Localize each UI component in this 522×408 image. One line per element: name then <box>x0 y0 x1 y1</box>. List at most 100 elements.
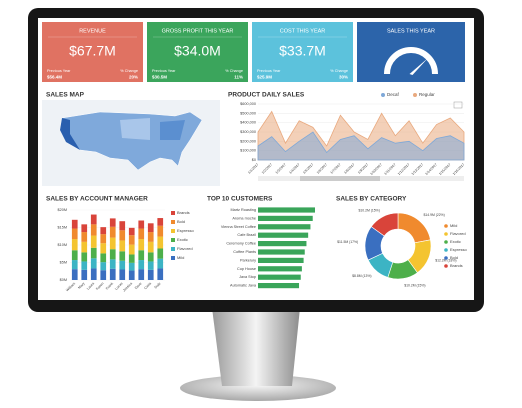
bar-segment <box>157 218 164 226</box>
bar <box>258 249 305 255</box>
bar-segment <box>138 260 145 270</box>
bar-segment <box>147 241 154 253</box>
bar-segment <box>157 225 164 237</box>
bar-segment <box>138 250 145 261</box>
x-tick-label: Frank <box>105 281 114 290</box>
bar-segment <box>71 228 78 240</box>
donut-slice <box>370 212 399 237</box>
bar-segment <box>157 236 164 249</box>
bar-segment <box>138 220 145 229</box>
panel-title: PRODUCT DAILY SALES <box>228 92 305 99</box>
bar-segment <box>138 228 145 240</box>
category-label: Java Stop <box>239 275 256 279</box>
bar-segment <box>138 239 145 251</box>
bar-segment <box>81 261 88 270</box>
bar-segment <box>71 219 78 229</box>
map-region <box>120 118 150 140</box>
kpi-prev: $30.5M <box>152 75 167 80</box>
bar-segment <box>71 239 78 251</box>
data-label: $11.5M (17%) <box>337 240 358 244</box>
bar-segment <box>71 269 78 280</box>
legend-swatch <box>171 211 175 215</box>
bar-segment <box>128 227 135 236</box>
data-label: $10.2M (15%) <box>359 208 380 212</box>
legend-label: Exotic <box>450 239 461 244</box>
kpi-change: 20% <box>129 75 138 80</box>
legend-swatch <box>444 264 448 268</box>
legend-swatch <box>444 232 448 236</box>
kpi-change-label: % Change <box>225 69 243 73</box>
kpi-tile <box>252 22 353 82</box>
bar-segment <box>128 244 135 255</box>
panel-title: TOP 10 CUSTOMERS <box>207 196 273 203</box>
bar-segment <box>119 269 126 280</box>
kpi-value: $67.7M <box>69 43 116 59</box>
kpi-change: 30% <box>339 75 348 80</box>
y-tick-label: $5M <box>60 261 67 265</box>
kpi-value: $34.0M <box>174 43 221 59</box>
bar <box>258 283 300 289</box>
bar-segment <box>100 243 107 254</box>
category-label: Coffee Plants <box>233 250 256 254</box>
bar-segment <box>119 240 126 252</box>
legend-label: Regular <box>419 92 435 97</box>
bar-segment <box>119 230 126 241</box>
kpi-tile <box>147 22 248 82</box>
data-label: $12.2M (18%) <box>435 259 456 263</box>
category-label: Vienna Street Coffee <box>221 225 256 229</box>
legend-label: Brands <box>177 210 190 215</box>
kpi-prev-label: Previous Year <box>152 69 176 73</box>
panel-title: SALES BY ACCOUNT MANAGER <box>46 196 148 203</box>
bar <box>258 241 307 247</box>
legend-label: Flavored <box>177 246 193 251</box>
bar <box>258 224 311 230</box>
panel-title: SALES MAP <box>46 92 85 99</box>
bar <box>258 266 302 272</box>
bar <box>258 232 309 238</box>
bar-segment <box>81 224 88 233</box>
bar-segment <box>81 232 88 242</box>
kpi-prev: $25.9M <box>257 75 272 80</box>
bar-segment <box>71 250 78 261</box>
bar-segment <box>157 268 164 280</box>
bar-segment <box>109 226 116 238</box>
legend-swatch <box>444 240 448 244</box>
data-label: $14.9M (22%) <box>423 213 444 217</box>
bar <box>258 274 301 280</box>
y-tick-label: $0 <box>252 158 256 162</box>
legend-label: Mild <box>450 223 457 228</box>
legend-label: Espresso <box>450 247 467 252</box>
bar-segment <box>71 260 78 270</box>
kpi-value: $33.7M <box>279 43 326 59</box>
legend-label: Decaf <box>387 92 400 97</box>
x-tick-label: Dale <box>154 281 162 289</box>
legend-swatch <box>171 229 175 233</box>
x-tick-label: Dave <box>134 281 143 290</box>
kpi-title: GROSS PROFIT THIS YEAR <box>162 28 234 34</box>
bar-segment <box>128 235 135 245</box>
category-label: Parkelury <box>240 258 256 262</box>
bar-segment <box>109 237 116 250</box>
bar-segment <box>109 218 116 227</box>
map-region <box>160 120 185 140</box>
category-label: Automatic Java <box>230 284 257 288</box>
bar-segment <box>100 253 107 263</box>
legend-swatch <box>171 220 175 224</box>
bar-segment <box>128 254 135 263</box>
x-tick-label: Carla <box>143 282 152 291</box>
gauge-arc <box>384 47 438 75</box>
expand-icon[interactable] <box>453 101 463 109</box>
y-tick-label: $15M <box>58 226 68 230</box>
kpi-title: COST THIS YEAR <box>280 28 326 34</box>
x-tick-label: Karen <box>95 281 104 290</box>
scrollbar-thumb[interactable] <box>300 176 380 181</box>
legend-swatch <box>444 256 448 260</box>
bar-segment <box>100 227 107 235</box>
kpi-title: REVENUE <box>79 28 106 34</box>
legend-label: Espresso <box>177 228 194 233</box>
legend-label: Flavored <box>450 231 466 236</box>
bar-segment <box>109 268 116 280</box>
bar-segment <box>119 260 126 270</box>
legend-label: Bold <box>177 219 185 224</box>
bar-segment <box>119 221 126 231</box>
